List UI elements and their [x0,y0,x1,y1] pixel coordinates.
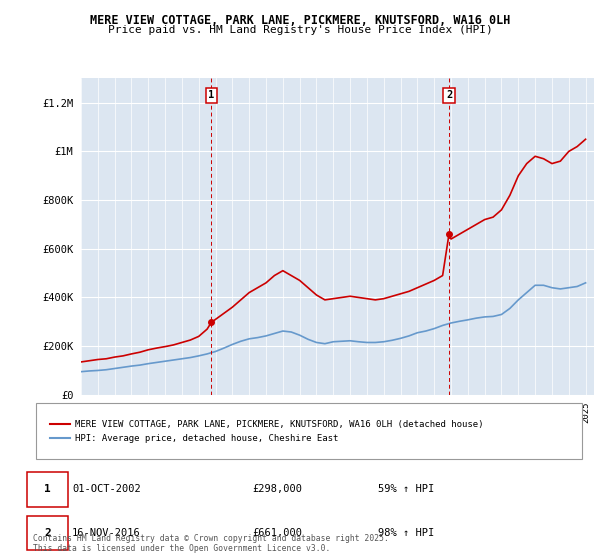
Text: 01-OCT-2002: 01-OCT-2002 [72,484,141,494]
Text: £661,000: £661,000 [252,528,302,538]
Text: 2: 2 [446,90,452,100]
Text: Price paid vs. HM Land Registry's House Price Index (HPI): Price paid vs. HM Land Registry's House … [107,25,493,35]
FancyBboxPatch shape [27,516,68,550]
Text: 59% ↑ HPI: 59% ↑ HPI [378,484,434,494]
Text: 1: 1 [44,484,51,494]
FancyBboxPatch shape [27,472,68,507]
FancyBboxPatch shape [36,403,582,459]
Text: 1: 1 [208,90,214,100]
Legend: MERE VIEW COTTAGE, PARK LANE, PICKMERE, KNUTSFORD, WA16 0LH (detached house), HP: MERE VIEW COTTAGE, PARK LANE, PICKMERE, … [46,415,488,447]
Text: 2: 2 [44,528,51,538]
Text: 16-NOV-2016: 16-NOV-2016 [72,528,141,538]
Text: Contains HM Land Registry data © Crown copyright and database right 2025.
This d: Contains HM Land Registry data © Crown c… [33,534,389,553]
Text: £298,000: £298,000 [252,484,302,494]
Text: MERE VIEW COTTAGE, PARK LANE, PICKMERE, KNUTSFORD, WA16 0LH: MERE VIEW COTTAGE, PARK LANE, PICKMERE, … [90,14,510,27]
Text: 98% ↑ HPI: 98% ↑ HPI [378,528,434,538]
